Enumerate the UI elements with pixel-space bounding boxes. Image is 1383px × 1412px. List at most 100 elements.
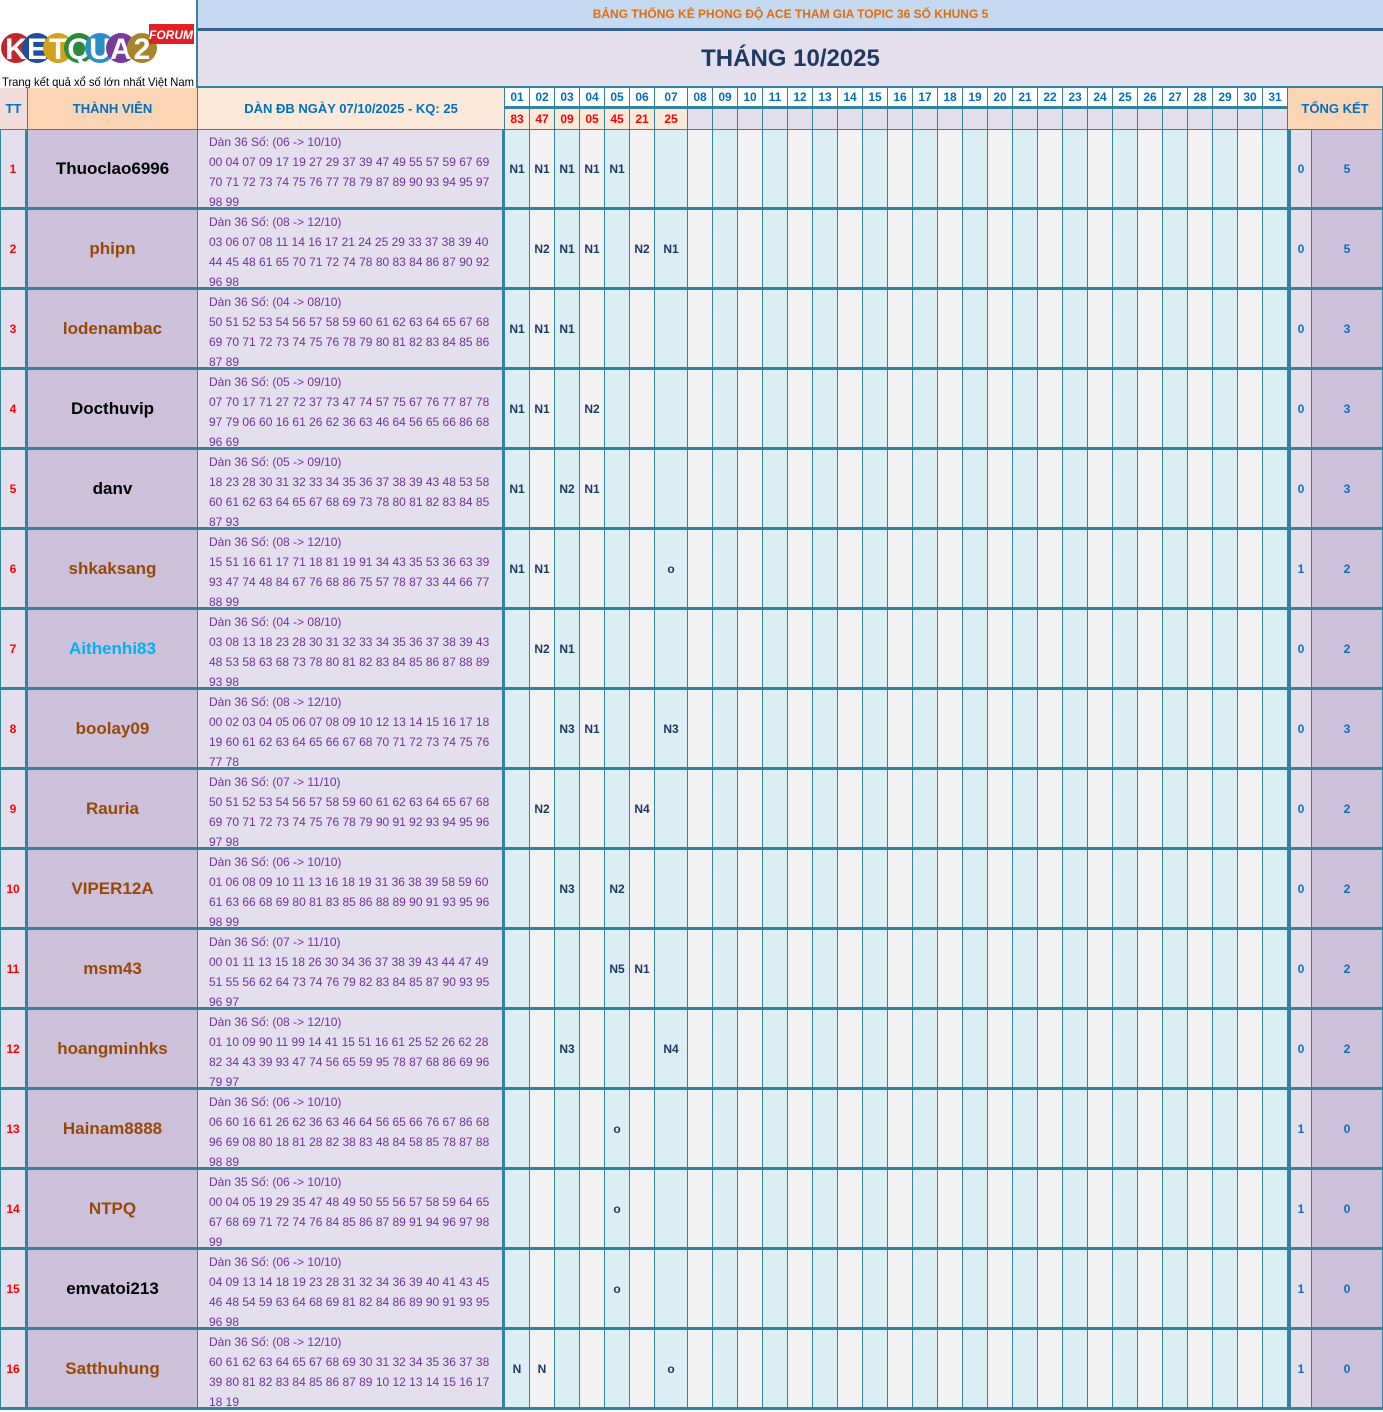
result-cell <box>1113 109 1138 130</box>
member-name: hoangminhks <box>28 1010 198 1090</box>
day-mark <box>580 1330 605 1410</box>
day-mark: N1 <box>505 130 530 210</box>
day-mark <box>963 290 988 370</box>
day-mark: N <box>530 1330 555 1410</box>
day-mark <box>938 1010 963 1090</box>
number-set-title: Dàn 36 Số: (07 -> 11/10) <box>209 935 341 949</box>
day-mark <box>738 1010 763 1090</box>
day-mark <box>888 690 913 770</box>
total-misses: 0 <box>1288 450 1312 530</box>
result-cell <box>1163 109 1188 130</box>
result-cell <box>838 109 863 130</box>
day-mark <box>813 290 838 370</box>
day-mark <box>1238 370 1263 450</box>
day-mark <box>1088 370 1113 450</box>
day-mark <box>1088 530 1113 610</box>
day-mark <box>1163 770 1188 850</box>
day-mark <box>505 1170 530 1250</box>
day-mark <box>1063 1010 1088 1090</box>
day-mark <box>738 370 763 450</box>
total-misses: 1 <box>1288 1330 1312 1410</box>
day-mark <box>813 850 838 930</box>
day-mark <box>630 610 655 690</box>
day-mark <box>1113 930 1138 1010</box>
day-mark: N2 <box>555 450 580 530</box>
number-set-line: 99 <box>209 1235 223 1249</box>
day-mark <box>738 210 763 290</box>
day-mark <box>788 610 813 690</box>
day-mark <box>888 450 913 530</box>
day-mark <box>938 1330 963 1410</box>
number-set-line: 93 47 74 48 84 67 76 68 86 75 57 78 87 3… <box>209 575 490 589</box>
day-mark <box>530 450 555 530</box>
day-mark: N1 <box>505 450 530 530</box>
day-mark <box>505 1090 530 1170</box>
day-mark <box>530 850 555 930</box>
day-mark <box>1063 210 1088 290</box>
day-mark <box>938 1090 963 1170</box>
day-header: 23 <box>1063 88 1088 109</box>
day-mark <box>1238 690 1263 770</box>
day-mark <box>838 690 863 770</box>
day-mark <box>1138 770 1163 850</box>
day-mark <box>1138 930 1163 1010</box>
day-mark <box>1038 690 1063 770</box>
day-mark <box>605 770 630 850</box>
member-name: Satthuhung <box>28 1330 198 1410</box>
day-mark: N4 <box>630 770 655 850</box>
day-mark <box>813 450 838 530</box>
result-cell <box>1013 109 1038 130</box>
day-mark <box>655 130 688 210</box>
number-set-title: Dàn 36 Số: (08 -> 12/10) <box>209 1015 342 1029</box>
day-mark <box>838 130 863 210</box>
total-hits: 2 <box>1312 610 1383 690</box>
day-mark <box>1038 850 1063 930</box>
day-mark <box>630 370 655 450</box>
day-mark <box>738 930 763 1010</box>
number-set-line: 19 60 61 62 63 64 65 66 67 68 70 71 72 7… <box>209 735 490 749</box>
day-mark <box>1213 1330 1238 1410</box>
number-set-line: 06 60 16 61 26 62 36 63 46 64 56 65 66 7… <box>209 1115 490 1129</box>
day-mark <box>1038 450 1063 530</box>
day-header: 16 <box>888 88 913 109</box>
day-mark <box>605 610 630 690</box>
total-hits: 3 <box>1312 290 1383 370</box>
number-set-line: 96 98 <box>209 1315 240 1329</box>
day-mark <box>763 610 788 690</box>
day-mark <box>1263 130 1288 210</box>
day-mark <box>530 1250 555 1330</box>
day-mark <box>888 850 913 930</box>
day-header: 14 <box>838 88 863 109</box>
number-set: Dàn 36 Số: (07 -> 11/10) 00 01 11 13 15 1… <box>198 930 505 1010</box>
day-mark <box>1163 210 1188 290</box>
day-mark <box>1113 610 1138 690</box>
number-set-line: 00 04 07 09 17 19 27 29 37 39 47 49 55 5… <box>209 155 490 169</box>
day-mark <box>963 370 988 450</box>
result-cell <box>688 109 713 130</box>
number-set-title: Dàn 36 Số: (08 -> 12/10) <box>209 215 342 229</box>
day-mark <box>963 1250 988 1330</box>
day-mark <box>838 1090 863 1170</box>
day-mark <box>505 1250 530 1330</box>
day-mark <box>1038 1090 1063 1170</box>
day-mark <box>763 290 788 370</box>
day-mark <box>688 770 713 850</box>
number-set-line: 70 71 72 73 74 75 76 77 78 79 87 89 90 9… <box>209 175 490 189</box>
number-set-line: 48 53 58 63 68 73 78 80 81 82 83 84 85 8… <box>209 655 490 669</box>
day-mark <box>1113 290 1138 370</box>
total-misses: 0 <box>1288 210 1312 290</box>
day-mark <box>1113 1090 1138 1170</box>
member-name: Aithenhi83 <box>28 610 198 690</box>
day-mark <box>688 1330 713 1410</box>
day-mark <box>555 1090 580 1170</box>
day-mark: o <box>655 530 688 610</box>
day-mark <box>1263 850 1288 930</box>
day-mark <box>888 1170 913 1250</box>
day-mark <box>1038 610 1063 690</box>
day-mark <box>530 1090 555 1170</box>
day-header: 24 <box>1088 88 1113 109</box>
result-cell <box>913 109 938 130</box>
day-mark <box>1263 1010 1288 1090</box>
day-mark <box>1188 1010 1213 1090</box>
day-mark <box>1063 530 1088 610</box>
